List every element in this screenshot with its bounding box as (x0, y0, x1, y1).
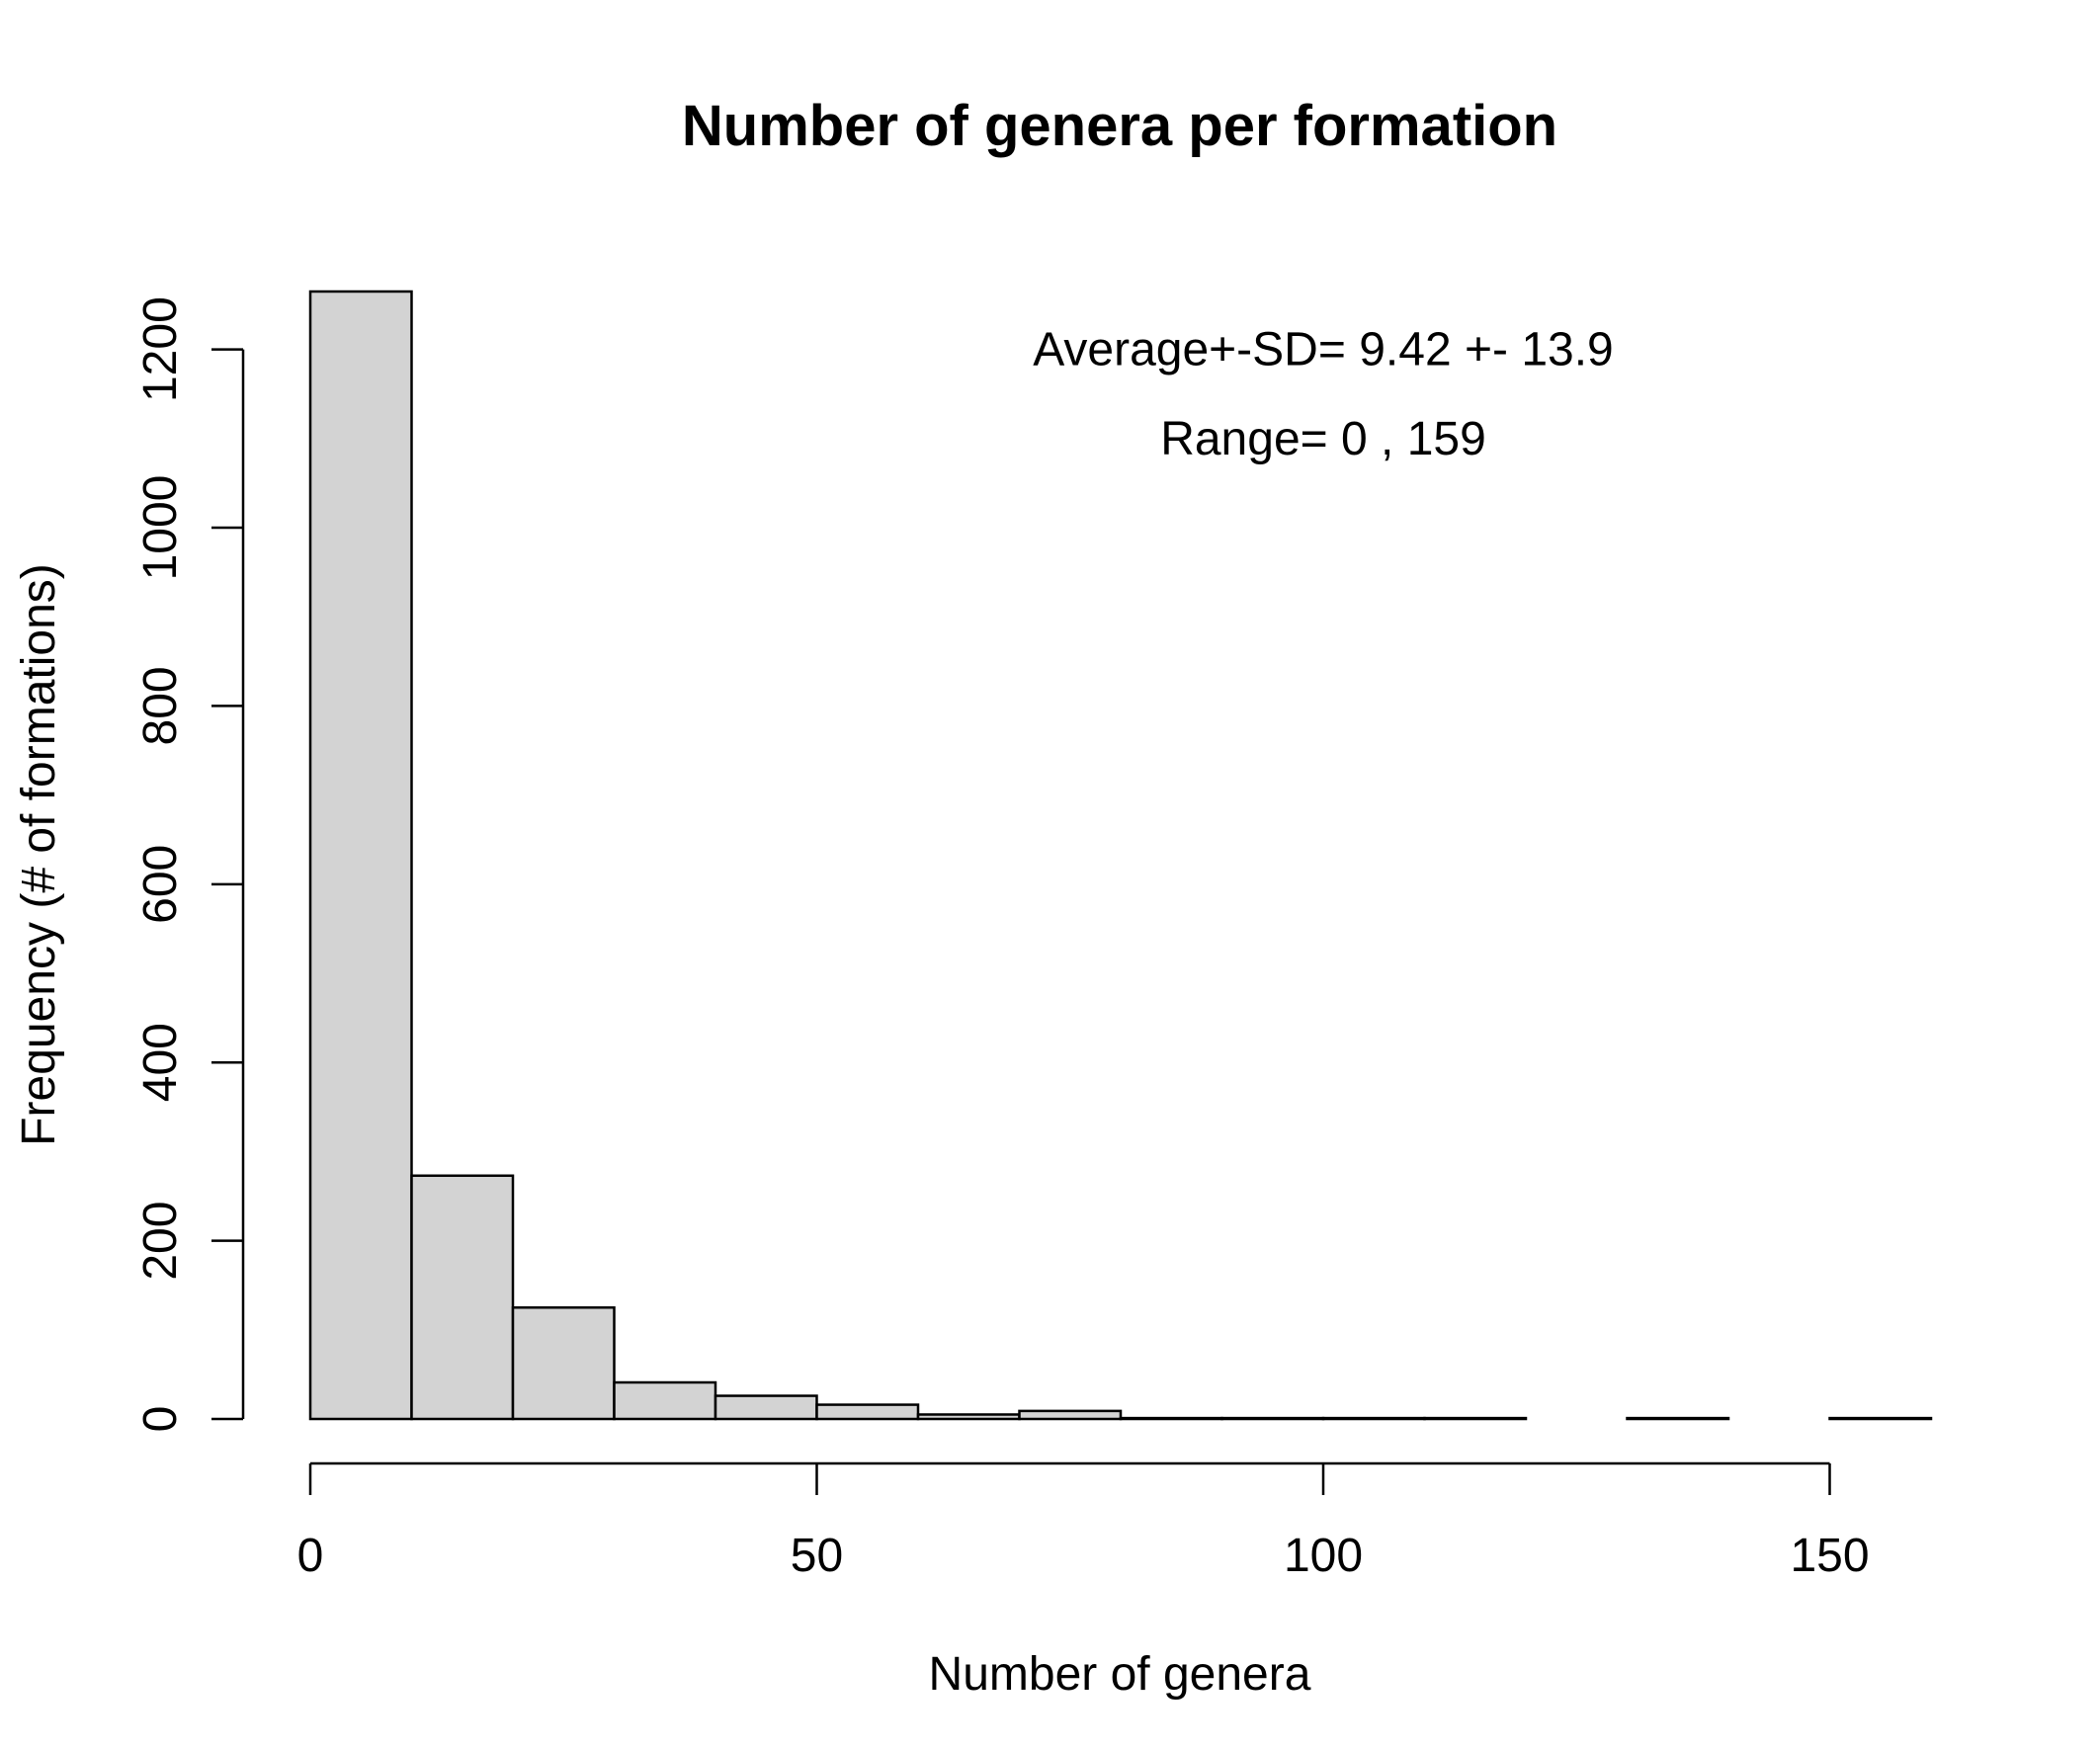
histogram-bar-40-50 (714, 1394, 818, 1421)
annotations-group: Average+-SD= 9.42 +- 13.9 Range= 0 , 159 (1033, 324, 1614, 465)
annotation-0: Average+-SD= 9.42 +- 13.9 (1033, 324, 1614, 376)
y-tick-label-400: 400 (134, 1023, 187, 1102)
y-axis-label: Frequency (# of formations) (13, 563, 65, 1146)
histogram-bar-0-10 (308, 290, 413, 1421)
histogram-bar-70-80 (1018, 1409, 1123, 1421)
histogram-bar-10-20 (410, 1174, 515, 1421)
histogram-bar-100-110 (1321, 1416, 1426, 1421)
y-tick-label-1200: 1200 (134, 296, 187, 402)
x-tick-label-50: 50 (791, 1530, 843, 1582)
histogram-bar-80-90 (1119, 1416, 1223, 1421)
y-tick-label-1000: 1000 (134, 475, 187, 581)
histogram-bar-150-160 (1828, 1416, 1933, 1421)
histogram-bar-90-100 (1220, 1416, 1325, 1421)
x-axis-label: Number of genera (929, 1648, 1311, 1701)
annotation-1: Range= 0 , 159 (1160, 413, 1486, 465)
chart-title: Number of genera per formation (682, 94, 1557, 158)
y-tick-label-800: 800 (134, 666, 187, 745)
histogram-bar-30-40 (613, 1380, 717, 1421)
histogram-bar-130-140 (1626, 1416, 1730, 1421)
y-tick-label-0: 0 (134, 1406, 187, 1433)
x-tick-label-0: 0 (297, 1530, 324, 1582)
y-tick-label-600: 600 (134, 845, 187, 924)
x-axis: 0 50 100 150 (297, 1461, 1870, 1582)
bars-group (308, 290, 1933, 1421)
y-tick-label-200: 200 (134, 1202, 187, 1281)
histogram-bar-110-120 (1423, 1416, 1528, 1421)
y-axis: 0 200 400 600 800 1000 1200 (134, 296, 245, 1433)
x-tick-label-150: 150 (1790, 1530, 1869, 1582)
x-tick-label-100: 100 (1284, 1530, 1363, 1582)
histogram-bar-20-30 (511, 1306, 616, 1421)
histogram-bar-50-60 (815, 1403, 920, 1421)
histogram-bar-60-70 (916, 1413, 1021, 1421)
